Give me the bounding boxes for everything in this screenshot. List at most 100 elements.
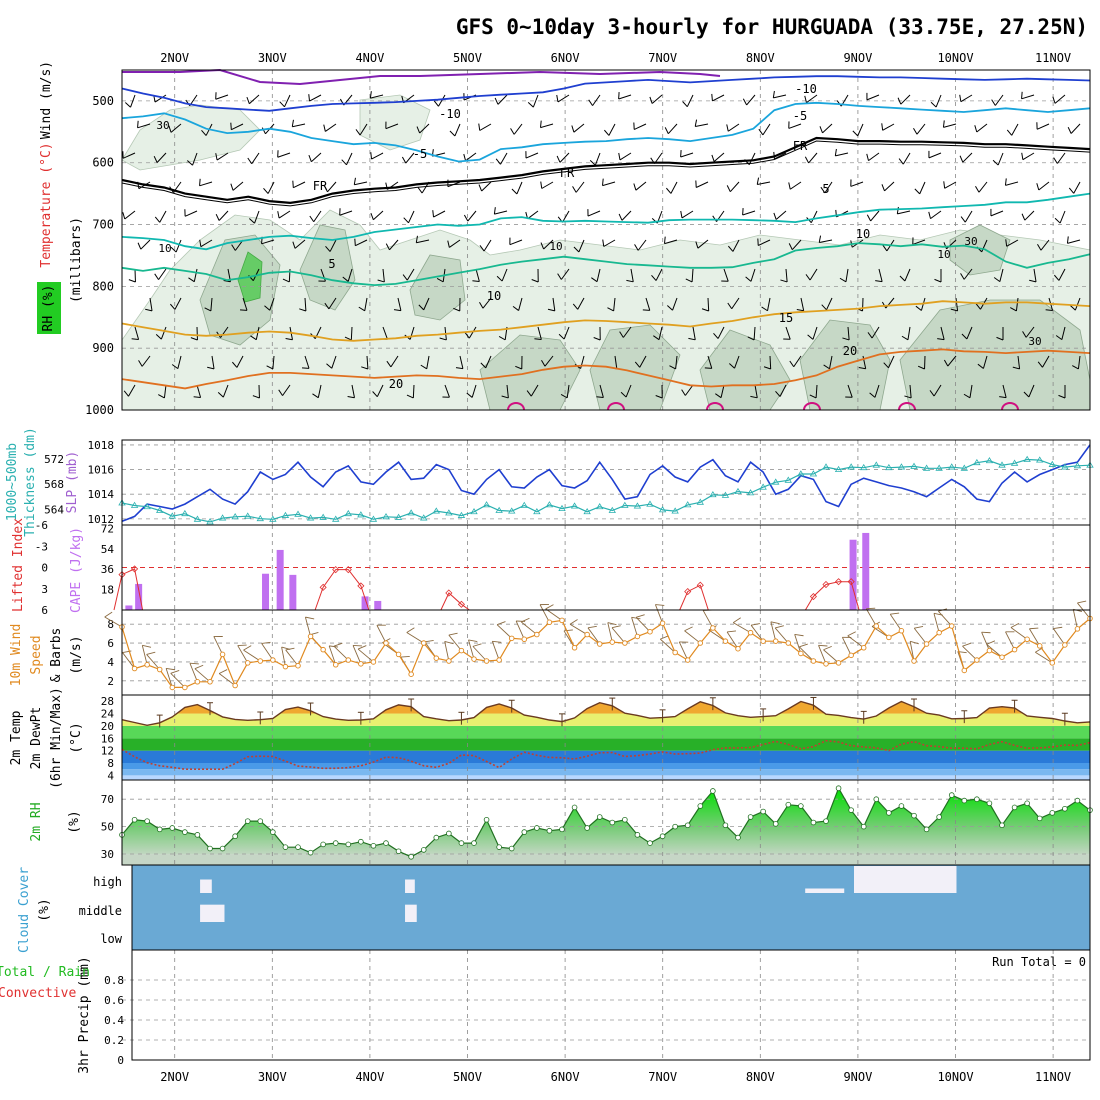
wind-barb-10m <box>539 603 550 623</box>
rh-contour-label: 30 <box>964 235 977 248</box>
wind-barb-10m-flag <box>607 622 617 626</box>
wind-barb <box>796 297 805 312</box>
wind-barb-shaft <box>878 268 883 282</box>
wind-barb-flag <box>607 307 614 312</box>
wind-barb-flag <box>264 305 271 311</box>
wind-barb <box>1055 326 1066 341</box>
ylabel-2m-temp: 2m Temp <box>9 710 24 765</box>
wind-barb-shaft <box>192 152 198 166</box>
wind-barb <box>158 384 167 399</box>
wind-barb <box>727 297 740 310</box>
thickness-marker <box>1023 455 1031 462</box>
rh-shading-dark <box>299 224 356 311</box>
wind-barb-flag <box>466 392 473 398</box>
wind-barb-shaft <box>1022 152 1035 161</box>
wind-barb <box>308 152 322 163</box>
wind-barb-flag <box>547 308 555 312</box>
wind-barb-shaft <box>969 384 973 398</box>
wind-barb-10m-flag <box>962 642 972 647</box>
wind-barb-flag <box>285 337 293 341</box>
day-label-top: 10NOV <box>937 51 973 65</box>
wind-barb <box>402 268 415 281</box>
wind-barb-shaft <box>1077 355 1081 369</box>
thickness-marker <box>860 463 868 471</box>
wind-barb-shaft <box>149 297 153 311</box>
wind-barb-flag <box>353 177 356 185</box>
wind-barb-10m-flag <box>448 632 458 636</box>
wind-barb <box>715 384 725 399</box>
cloud-region-middle <box>200 904 225 922</box>
wind-barb <box>472 268 480 283</box>
thickness-marker <box>596 502 604 510</box>
wind-barb-10m <box>406 627 424 644</box>
isotherm-15 <box>121 300 1091 342</box>
wind-barb-flag <box>301 367 310 369</box>
wind-barb <box>618 152 632 161</box>
wind-barb-shaft <box>621 210 632 221</box>
wind-barb-shaft <box>267 181 275 194</box>
lifted-index-marker <box>822 580 830 589</box>
wind-barb-shaft <box>444 384 450 398</box>
wind-barb-shaft <box>608 123 616 136</box>
rh-marker <box>848 807 854 813</box>
isotherm-label: -5 <box>413 147 427 161</box>
wind-barb-flag <box>415 235 418 243</box>
isotherm-25 <box>507 402 525 411</box>
wind-barb-flag <box>990 208 992 216</box>
wind-barb-shaft <box>272 355 275 369</box>
cape-bar <box>276 549 284 610</box>
wind-barb-10m-shaft <box>909 641 915 662</box>
wind-barb-10m-shaft <box>708 629 726 642</box>
wind-speed-marker <box>584 631 590 638</box>
wind-barb <box>1021 91 1035 100</box>
wind-barb <box>326 355 337 369</box>
wind-speed-marker <box>395 651 402 658</box>
wind-barb-flag <box>618 91 620 100</box>
wind-barb-flag <box>249 218 255 224</box>
rh-marker <box>383 840 389 846</box>
panel-10m-wind <box>121 609 1091 696</box>
wind-barb-10m-flag <box>243 645 252 651</box>
wind-barb-flag <box>215 92 217 100</box>
wind-barb-flag <box>669 365 676 370</box>
day-label-top: 5NOV <box>453 51 482 65</box>
cloud-region-high <box>405 879 415 893</box>
wind-speed-marker <box>886 634 892 641</box>
wind-barb-flag <box>943 181 946 189</box>
wind-barb-10m-flag <box>218 669 228 674</box>
thickness-marker <box>181 509 189 517</box>
wind-barb-flag <box>472 280 480 283</box>
wind-barb-10m-shaft <box>357 648 374 663</box>
wind-barb-10m-flag <box>521 617 530 623</box>
wind-barb-shaft <box>359 123 368 136</box>
wind-barb-flag <box>292 241 296 249</box>
wind-barb-flag <box>509 237 511 245</box>
wind-barb <box>821 297 833 311</box>
wind-barb-shaft <box>329 239 337 252</box>
thickness-marker <box>168 512 176 519</box>
wind-barb-shaft <box>1017 355 1021 369</box>
wind-barb-flag <box>818 235 822 243</box>
wind-barb-shaft <box>216 152 229 161</box>
thickness-marker <box>445 509 453 516</box>
wind-barb-flag <box>1004 178 1007 186</box>
rh-marker <box>860 823 867 830</box>
wind-barb-flag <box>993 277 1001 283</box>
wind-barb <box>1072 355 1081 370</box>
wind-barb-flag <box>960 216 966 223</box>
wind-barb-shaft <box>500 152 508 165</box>
thickness-marker <box>872 461 880 468</box>
wind-barb <box>682 94 694 108</box>
wind-barb-flag <box>649 96 653 104</box>
wind-barb-shaft <box>919 181 926 195</box>
day-label-top: 4NOV <box>355 51 384 65</box>
wind-barb <box>252 384 260 399</box>
wind-barb-10m-flag <box>492 640 502 643</box>
chart-title: GFS 0~10day 3-hourly for HURGUADA (33.75… <box>456 15 1088 39</box>
wind-barb <box>358 297 368 312</box>
wind-barb-shaft <box>594 152 601 166</box>
thickness-marker <box>633 502 642 509</box>
wind-barb <box>417 181 430 194</box>
wind-barb-shaft <box>793 355 802 368</box>
thickness-marker <box>156 506 164 513</box>
